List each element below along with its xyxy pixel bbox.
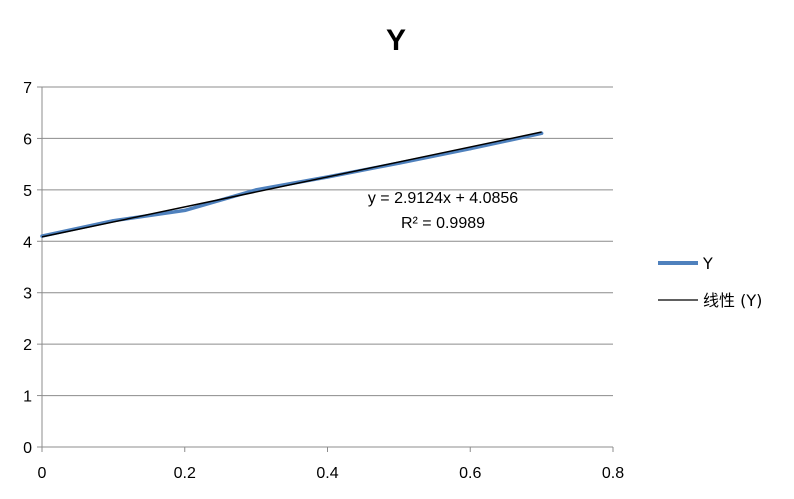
axes (41, 87, 613, 448)
legend: Y 线性 (Y) (658, 254, 762, 310)
legend-label-y: Y (702, 254, 713, 273)
x-tick-label-3: 0.6 (459, 465, 481, 482)
y-tick-label-5: 5 (23, 183, 32, 200)
series-point-0-2 (183, 208, 187, 213)
trendline-r-squared: R² = 0.9989 (401, 215, 485, 232)
y-tick-label-7: 7 (23, 80, 32, 97)
y-tick-label-4: 4 (23, 234, 32, 251)
x-tick-label-4: 0.8 (602, 465, 624, 482)
y-tick-label-6: 6 (23, 131, 32, 148)
y-tick-label-1: 1 (23, 389, 32, 406)
x-axis-ticks: 0 0.2 0.4 0.6 0.8 (38, 447, 624, 482)
y-tick-label-0: 0 (23, 440, 32, 457)
series-point-0-3 (254, 188, 258, 192)
y-tick-label-2: 2 (23, 337, 32, 354)
trendline-layer (41, 131, 542, 238)
x-tick-label-0: 0 (38, 465, 47, 482)
gridlines (42, 86, 613, 448)
x-tick-label-2: 0.4 (316, 465, 338, 482)
x-tick-label-1: 0.2 (174, 465, 196, 482)
chart-title: Y (386, 24, 406, 57)
trendline-equation: y = 2.9124x + 4.0856 (368, 190, 518, 207)
legend-label-trendline: 线性 (Y) (703, 291, 762, 310)
y-tick-label-3: 3 (23, 286, 32, 303)
trendline (41, 131, 542, 238)
y-axis-ticks: 0 1 2 3 4 5 6 7 (23, 80, 42, 457)
